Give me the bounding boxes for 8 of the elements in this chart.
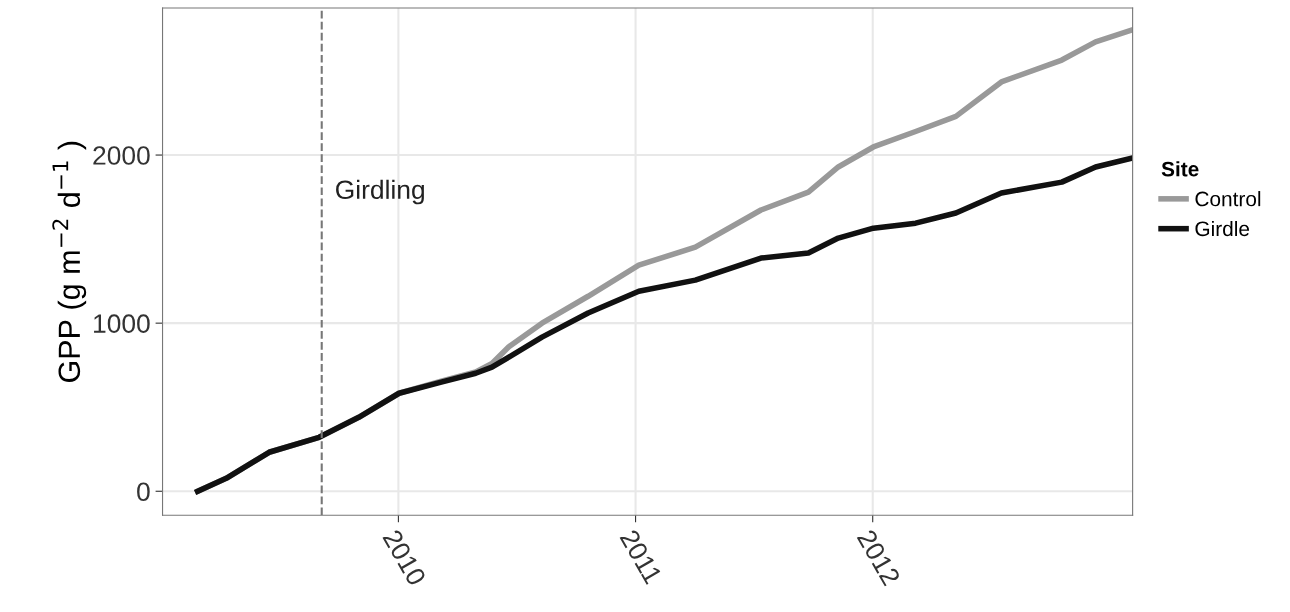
y-tick-label: 1000 [94, 314, 150, 333]
y-tick-label: 2000 [93, 146, 150, 165]
legend-label: Control [1195, 191, 1261, 207]
y-tick-label: 0 [137, 482, 150, 502]
legend-title: Site [1161, 161, 1199, 177]
ref-line-label: Girdling [336, 179, 424, 205]
legend-label: Girdle [1195, 220, 1250, 237]
y-axis-title: GPP (g m$^{−2}$ d$^{−1}$ ) [52, 141, 87, 383]
